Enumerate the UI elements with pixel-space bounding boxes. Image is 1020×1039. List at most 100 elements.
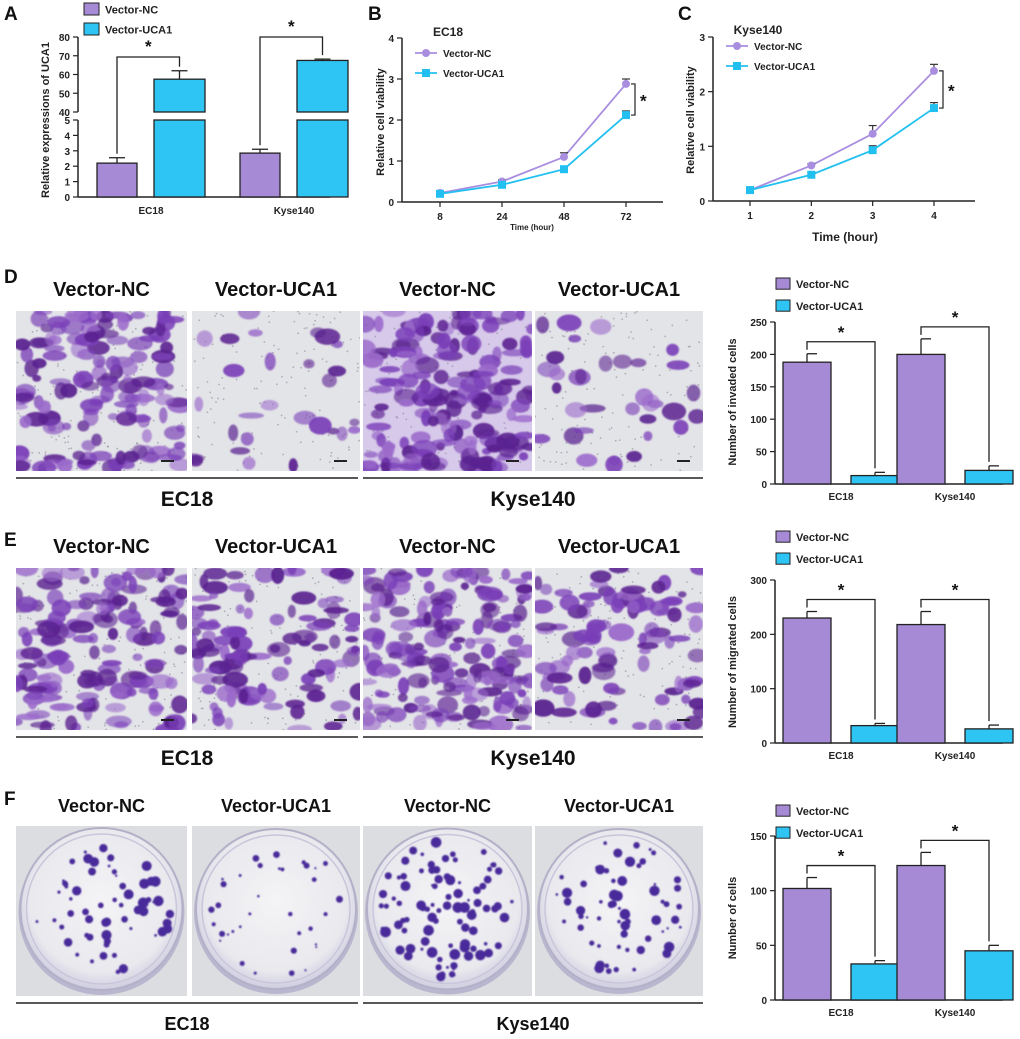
- migration-pore: [682, 666, 685, 668]
- colony-spot: [220, 881, 227, 888]
- chart-a-bar-upper-EC18-Vector-UCA1: [153, 78, 206, 113]
- migration-pore: [229, 607, 232, 610]
- migration-pore: [580, 575, 583, 578]
- colony-spot: [649, 885, 660, 896]
- invasion-cell: [32, 358, 47, 369]
- chart-a-xtick-1: Kyse140: [274, 206, 315, 217]
- invasion-pore: [222, 398, 225, 401]
- chart-e-bar-EC18-Vector-NC: [782, 617, 832, 744]
- invasion-pore: [185, 388, 187, 391]
- invasion-pore: [364, 404, 366, 406]
- migration-pore: [78, 689, 81, 692]
- invasion-cell: [516, 311, 525, 321]
- migration-cell: [176, 613, 187, 630]
- migration-cell: [158, 589, 171, 606]
- invasion-pore: [206, 381, 209, 383]
- colony-spot: [452, 857, 458, 863]
- migration-cell: [66, 600, 88, 610]
- migration-cell: [370, 583, 385, 592]
- invasion-pore: [293, 320, 296, 323]
- invasion-pore: [215, 401, 217, 403]
- chart-c-legend-marker-1: [733, 62, 741, 70]
- migration-pore: [295, 685, 298, 687]
- migration-cell: [192, 633, 198, 651]
- invasion-pore: [180, 422, 183, 424]
- invasion-cells-0: [16, 311, 187, 471]
- invasion-pore: [112, 328, 115, 331]
- colony-spots-3: [555, 841, 683, 975]
- invasion-pore: [613, 368, 616, 371]
- invasion-pore: [260, 452, 263, 455]
- invasion-cell: [137, 388, 150, 407]
- invasion-pore: [356, 362, 359, 365]
- migration-pore: [223, 610, 226, 613]
- invasion-pore: [381, 430, 384, 433]
- colony-spot: [396, 875, 402, 880]
- invasion-pore: [29, 459, 32, 462]
- chart-f-bar-EC18-Vector-NC: [782, 887, 832, 1001]
- migration-cell: [80, 669, 97, 677]
- migration-cell: [105, 715, 132, 728]
- migration-cell: [371, 606, 381, 619]
- migration-pore: [498, 644, 501, 647]
- migration-pore: [547, 641, 549, 644]
- colony-spot: [239, 960, 245, 966]
- invasion-pore: [267, 315, 270, 318]
- invasion-cell: [20, 346, 34, 363]
- invasion-pore: [686, 385, 688, 388]
- invasion-cell: [117, 313, 130, 331]
- invasion-cell: [459, 322, 477, 336]
- colony-spot: [622, 926, 628, 931]
- invasion-pore: [374, 335, 377, 338]
- colony-spot: [288, 911, 293, 917]
- chart-b-sig-bracket: [631, 83, 636, 116]
- invasion-cell: [433, 351, 459, 360]
- invasion-cell: [373, 315, 384, 333]
- colony-plate-0: [19, 827, 184, 991]
- invasion-pore: [634, 438, 637, 440]
- migration-cell: [447, 714, 466, 721]
- chart-e-xtick-1: Kyse140: [935, 751, 976, 762]
- migration-pore: [299, 625, 302, 628]
- colony-spot: [248, 912, 252, 916]
- migration-cell: [515, 724, 532, 730]
- migration-cell: [462, 704, 481, 721]
- invasion-pore: [342, 341, 345, 344]
- migration-pore: [685, 581, 688, 583]
- chart-b-title: EC18: [433, 25, 463, 39]
- chart-a-bar-Kyse140-Vector-NC: [239, 152, 281, 198]
- migration-pore: [661, 685, 664, 688]
- invasion-pore: [633, 465, 636, 468]
- invasion-pore: [215, 312, 218, 315]
- migration-cell: [59, 568, 85, 580]
- colony-spot: [208, 906, 215, 913]
- chart-e-ytick-3: 300: [750, 576, 767, 587]
- invasion-pore: [618, 439, 621, 442]
- chart-f-bar-EC18-Vector-UCA1: [850, 963, 900, 1001]
- migration-cell: [416, 568, 434, 578]
- migration-cell: [269, 613, 285, 626]
- migration-pore: [178, 636, 180, 639]
- migration-cell: [662, 596, 683, 607]
- migration-cell: [690, 568, 703, 576]
- invasion-cell: [412, 371, 431, 380]
- migration-cell: [512, 706, 529, 722]
- invasion-cell: [481, 318, 500, 333]
- invasion-pore: [311, 440, 314, 443]
- invasion-pore: [566, 451, 568, 454]
- invasion-cell: [156, 382, 165, 396]
- migration-pore: [201, 590, 204, 593]
- migration-cell: [41, 568, 63, 582]
- invasion-cell: [80, 398, 103, 413]
- invasion-pore: [366, 449, 368, 452]
- chart-d-sig-star-0: *: [838, 323, 845, 342]
- invasion-pore: [193, 360, 196, 363]
- invasion-cell: [228, 424, 239, 442]
- migration-pore: [213, 683, 216, 686]
- invasion-cell: [630, 358, 647, 368]
- chart-a-bar-upper-Kyse140-Vector-UCA1: [296, 59, 349, 113]
- invasion-cell: [16, 403, 28, 410]
- migration-pore: [314, 582, 317, 585]
- colony-spot: [153, 895, 164, 907]
- invasion-pore: [372, 430, 375, 433]
